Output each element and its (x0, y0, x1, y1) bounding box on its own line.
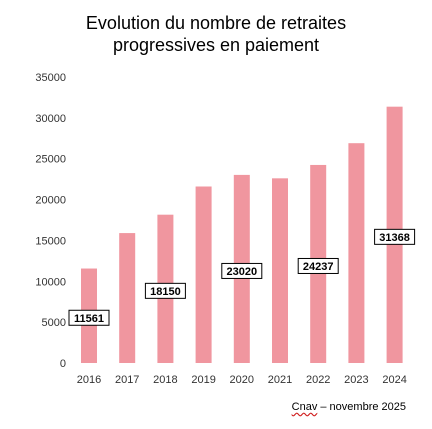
y-axis: 0 5000 10000 15000 20000 25000 30000 35000 (35, 72, 66, 370)
x-tick-label-2021: 2021 (268, 374, 292, 386)
chart-title-line-1: Evolution du nombre de retraites (85, 13, 347, 33)
data-label-text: 23020 (227, 266, 258, 278)
x-axis: 2016 2017 2018 2019 2020 2021 2022 2023 2024 (77, 374, 407, 386)
y-tick-label: 10000 (35, 276, 66, 288)
x-tick-label-2016: 2016 (77, 374, 101, 386)
data-label-box (221, 262, 263, 279)
bars-group (81, 106, 403, 364)
x-tick-label-2024: 2024 (382, 374, 406, 386)
x-tick-label-2017: 2017 (115, 374, 139, 386)
chart-title: Evolution du nombre de retraites progres… (0, 12, 432, 56)
y-tick-label: 30000 (35, 113, 66, 125)
x-tick-label-2019: 2019 (191, 374, 215, 386)
y-tick-label: 25000 (35, 154, 66, 166)
y-tick-label: 5000 (42, 317, 66, 329)
source-date: – novembre 2025 (317, 401, 406, 413)
data-label-box (374, 228, 416, 245)
data-label-2016: 11561 (68, 309, 110, 326)
bar-2019 (195, 186, 212, 363)
data-label-text: 11561 (74, 313, 104, 325)
data-labels-group: 11561 18150 23020 24237 31368 (68, 228, 416, 326)
source-note: Cnav – novembre 2025 (292, 401, 406, 413)
data-label-2020: 23020 (221, 262, 263, 279)
data-label-2018: 18150 (144, 282, 186, 299)
x-tick-label-2020: 2020 (230, 374, 254, 386)
x-tick-label-2022: 2022 (306, 374, 330, 386)
y-tick-label: 0 (60, 358, 66, 370)
data-label-box (144, 282, 186, 299)
source-brand: Cnav (291, 401, 318, 413)
data-label-box (297, 257, 339, 274)
chart-title-line-2: progressives en paiement (112, 35, 320, 55)
y-tick-label: 35000 (35, 72, 66, 84)
x-tick-label-2023: 2023 (344, 374, 368, 386)
bar-2017 (119, 233, 136, 363)
data-label-text: 31368 (379, 232, 410, 244)
y-tick-label: 20000 (35, 195, 66, 207)
data-label-2024: 31368 (374, 228, 416, 245)
bar-2023 (348, 143, 365, 363)
data-label-text: 24237 (303, 261, 334, 273)
data-label-text: 18150 (150, 286, 181, 298)
x-tick-label-2018: 2018 (153, 374, 177, 386)
data-label-2022: 24237 (297, 257, 339, 274)
bar-2021 (272, 178, 288, 363)
data-label-box (68, 309, 110, 326)
y-tick-label: 15000 (35, 235, 66, 247)
